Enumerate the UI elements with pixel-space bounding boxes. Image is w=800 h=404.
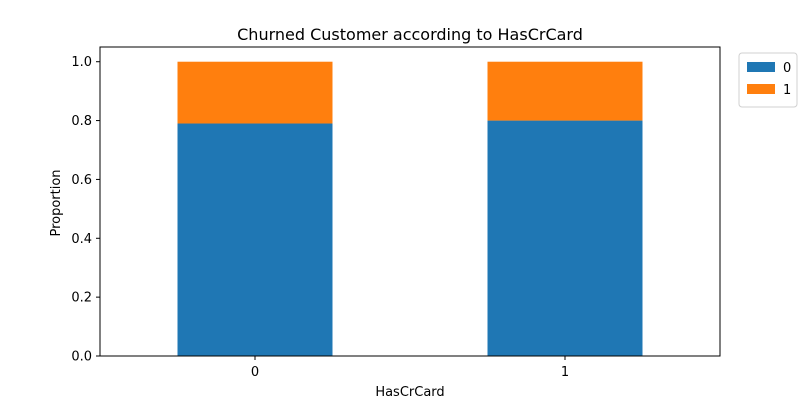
x-axis-label: HasCrCard [375,385,444,400]
y-tick-label: 0.4 [71,232,92,247]
bars-layer [177,61,643,356]
plot-frame [99,46,721,357]
legend-swatch-0 [747,62,775,72]
legend-swatch-1 [747,84,775,94]
y-tick-label: 0.8 [71,114,92,129]
chart-title: Churned Customer according to HasCrCard [237,25,583,44]
legend-label-1: 1 [783,83,791,98]
x-tick-label: 0 [251,365,259,380]
y-tick-label: 0.2 [71,291,92,306]
axes-layer: 0.0 0.2 0.4 0.6 0.8 1.0 0 1 [71,46,721,380]
x-tick-label: 1 [561,365,569,380]
y-tick-label: 1.0 [71,55,92,70]
legend: 01 [738,52,798,108]
y-tick-label: 0.0 [71,350,92,365]
y-tick-label: 0.6 [71,173,92,188]
y-axis-label: Proportion [49,169,64,236]
bar-segment-1-series-1 [487,61,643,121]
legend-label-0: 0 [783,61,791,76]
bar-segment-0-series-0 [177,123,333,356]
bar-segment-1-series-0 [487,120,643,356]
bar-segment-0-series-1 [177,61,333,124]
